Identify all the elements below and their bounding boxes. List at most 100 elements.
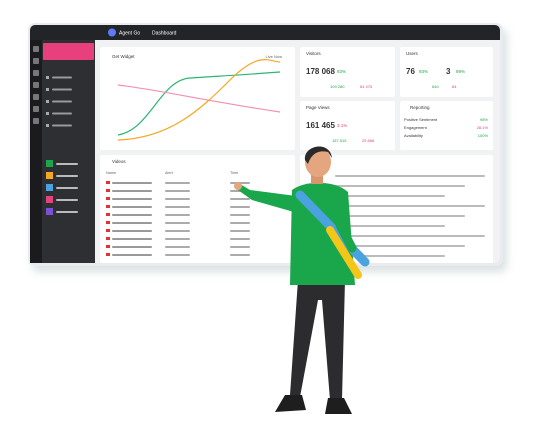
rail-icon[interactable]: [33, 82, 39, 88]
placeholder-text: [165, 182, 190, 184]
placeholder-text: [230, 254, 250, 256]
placeholder-text: [335, 235, 485, 237]
placeholder-text: [165, 214, 190, 216]
placeholder-text: [165, 238, 190, 240]
shoe: [275, 395, 306, 412]
stat: 640: [432, 84, 439, 89]
card-title: Visitors: [306, 51, 321, 56]
placeholder-text: [112, 206, 152, 208]
placeholder-text: [56, 211, 78, 213]
line: [117, 84, 281, 113]
placeholder-text: [112, 222, 152, 224]
placeholder-text: [165, 198, 190, 200]
active-menu-item[interactable]: [43, 43, 94, 60]
widget-icon[interactable]: [46, 160, 53, 167]
arm: [335, 220, 357, 253]
report-label: Positive Sentiment: [404, 117, 438, 122]
card-title: Reporting: [410, 105, 430, 110]
menu-icon[interactable]: [46, 88, 49, 91]
flag: [106, 237, 110, 240]
placeholder-text: [56, 187, 78, 189]
page-views-card: [300, 101, 395, 150]
rail-icon[interactable]: [33, 58, 39, 64]
placeholder-text: [52, 124, 72, 127]
placeholder-text: [112, 254, 152, 256]
metric-change: 3.1%: [337, 123, 347, 128]
metric-value: 76: [406, 67, 415, 76]
placeholder-text: [112, 246, 152, 248]
top-bar-edge: [30, 34, 500, 40]
placeholder-text: [230, 198, 250, 200]
flag: [106, 253, 110, 256]
widget-icon[interactable]: [46, 184, 53, 191]
hand: [234, 182, 242, 190]
placeholder-text: [112, 238, 152, 240]
card-title: Videos: [112, 159, 126, 164]
flag: [106, 245, 110, 248]
flag: [106, 205, 110, 208]
visitors-card: [300, 47, 395, 97]
menu-icon[interactable]: [46, 100, 49, 103]
placeholder-text: [335, 185, 465, 187]
flag: [106, 197, 110, 200]
menu-icon[interactable]: [46, 76, 49, 79]
rail-icon[interactable]: [33, 106, 39, 112]
rail-icon[interactable]: [33, 70, 39, 76]
trousers: [290, 280, 345, 400]
stat: 25 868: [362, 138, 375, 143]
metric-change: 93%: [419, 69, 428, 74]
report-value: 100%: [478, 133, 489, 138]
stat: 109 280: [330, 84, 345, 89]
placeholder-text: [165, 230, 190, 232]
arm: [238, 184, 296, 212]
widget-icon[interactable]: [46, 196, 53, 203]
placeholder-text: [165, 206, 190, 208]
sidebar-items: [33, 46, 78, 215]
placeholder-text: [335, 245, 465, 247]
stat: 157 515: [332, 138, 347, 143]
placeholder-text: [230, 214, 250, 216]
metric-value: 178 068: [306, 67, 335, 76]
flag: [106, 181, 110, 184]
menu-icon[interactable]: [46, 124, 49, 127]
card-title: Users: [406, 51, 419, 56]
column-header: Alert: [165, 171, 174, 175]
flag: [106, 229, 110, 232]
placeholder-text: [165, 246, 190, 248]
reporting-card: [400, 101, 493, 150]
menu-icon[interactable]: [46, 112, 49, 115]
placeholder-text: [335, 225, 445, 227]
placeholder-text: [230, 222, 250, 224]
shirt: [290, 182, 355, 285]
placeholder-text: [112, 198, 152, 200]
metric-value: 3: [446, 67, 451, 76]
hair: [304, 146, 332, 164]
placeholder-text: [165, 222, 190, 224]
widget-icon[interactable]: [46, 208, 53, 215]
line: [117, 71, 281, 136]
report-label: Availability: [404, 133, 423, 138]
flag: [106, 221, 110, 224]
placeholder-text: [112, 230, 152, 232]
placeholder-text: [230, 230, 250, 232]
app-name: Agent Go: [119, 30, 140, 36]
poster-roll: [326, 226, 362, 279]
card-title: Page Views: [306, 105, 330, 110]
widget-icon[interactable]: [46, 172, 53, 179]
column-header: Time: [230, 171, 238, 175]
rail-icon[interactable]: [33, 94, 39, 100]
person: [234, 146, 370, 414]
placeholder-text: [52, 100, 72, 103]
placeholder-text: [230, 206, 250, 208]
column-header: Name: [106, 171, 116, 175]
report-value: 28.1%: [477, 125, 489, 130]
users-card: [400, 47, 493, 97]
metric-change: 93%: [337, 69, 346, 74]
rail-icon[interactable]: [33, 118, 39, 124]
placeholder-text: [112, 190, 152, 192]
filter: Live Now: [266, 54, 283, 59]
placeholder-text: [52, 88, 72, 91]
rail-icon[interactable]: [33, 46, 39, 52]
page-title: Dashboard: [152, 30, 177, 36]
app-logo: [108, 28, 116, 37]
